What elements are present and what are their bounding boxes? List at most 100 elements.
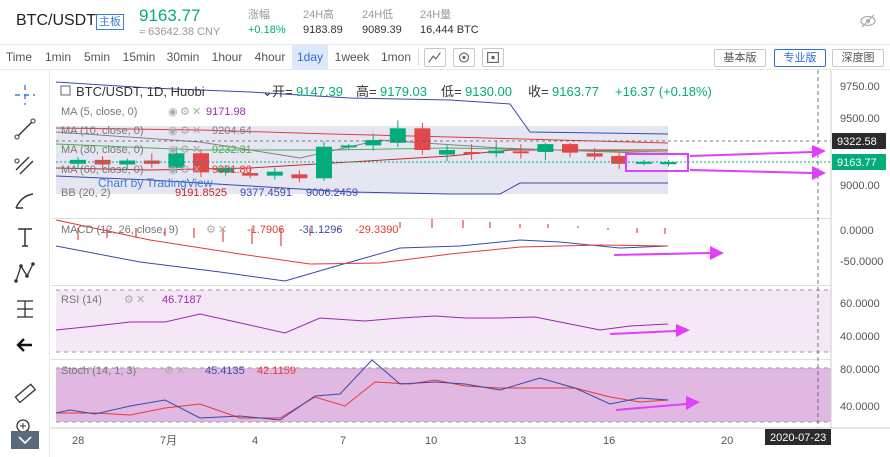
- close-icon[interactable]: ✕: [136, 294, 145, 306]
- interval-1min[interactable]: 1min: [44, 50, 71, 64]
- ma60-label: MA (60, close, 0): [61, 164, 144, 176]
- candle-body: [291, 174, 308, 179]
- brush-icon[interactable]: [11, 188, 39, 214]
- date-tick: 7: [340, 435, 346, 447]
- tradingview-watermark: Chart by TradingView: [98, 176, 213, 190]
- price-tick: 9500.00: [840, 113, 880, 125]
- view-depth-button[interactable]: 深度图: [832, 49, 884, 67]
- low-value: 9130.00: [465, 84, 512, 99]
- close-icon[interactable]: ✕: [192, 144, 201, 156]
- interval-time[interactable]: Time: [5, 50, 33, 64]
- bb-lower-value: 9006.2459: [306, 187, 358, 199]
- hide-eye-icon[interactable]: [860, 13, 876, 29]
- settings-icon[interactable]: ⚙: [124, 294, 134, 306]
- pattern-tool-icon[interactable]: [11, 260, 39, 286]
- stat-change: 涨幅 +0.18%: [248, 9, 286, 36]
- close-icon[interactable]: ✕: [192, 106, 201, 118]
- price-badge-upper-text: 9322.58: [837, 136, 877, 148]
- drawing-toolbar: [0, 70, 50, 457]
- low-label: 低=: [441, 84, 462, 99]
- annotation-arrows: [609, 145, 826, 411]
- last-price: 9163.77: [139, 6, 201, 25]
- stoch-tick: 40.0000: [840, 401, 880, 413]
- rsi-line: [55, 313, 669, 334]
- price-tick: 9000.00: [840, 180, 880, 192]
- settings-gear-icon[interactable]: [453, 48, 475, 67]
- rsi-tick: 60.0000: [840, 298, 880, 310]
- stoch-tick: 80.0000: [840, 364, 880, 376]
- ma10-value: 9204.64: [212, 125, 252, 137]
- pair-name: BTC/USDT: [16, 12, 96, 29]
- ma60-line: [55, 127, 669, 144]
- text-tool-icon[interactable]: [11, 224, 39, 250]
- view-basic-button[interactable]: 基本版: [714, 49, 766, 67]
- interval-1hour[interactable]: 1hour: [211, 50, 243, 64]
- indicator-icon[interactable]: [424, 48, 446, 67]
- cny-price: ≈ 63642.38 CNY: [139, 26, 221, 38]
- trend-line-icon[interactable]: [11, 116, 39, 142]
- settings-icon[interactable]: ⚙: [180, 144, 190, 156]
- view-pro-button[interactable]: 专业版: [774, 49, 826, 67]
- eye-icon[interactable]: ◉: [168, 164, 178, 176]
- eye-icon[interactable]: ◉: [168, 144, 178, 156]
- interval-5min[interactable]: 5min: [83, 50, 110, 64]
- date-badge: [765, 429, 831, 445]
- close-icon[interactable]: ✕: [192, 164, 201, 176]
- price-badge-last-text: 9163.77: [837, 157, 877, 169]
- bb-upper-value: 9377.4591: [240, 187, 292, 199]
- collapse-chevron-icon[interactable]: [11, 431, 39, 449]
- stoch-label: Stoch (14, 1, 3): [61, 365, 136, 377]
- candle-body: [193, 153, 209, 173]
- long-short-icon[interactable]: [11, 296, 39, 322]
- settings-icon[interactable]: ⚙: [180, 164, 190, 176]
- candle-body: [316, 146, 332, 179]
- open-label: 开=: [272, 84, 293, 99]
- bb-upper-line: [55, 81, 669, 135]
- settings-icon[interactable]: ⚙: [206, 224, 216, 236]
- high-label: 高=: [356, 84, 377, 99]
- time-axis: 28 7月 4 7 10 13 16 20: [72, 435, 733, 447]
- close-icon[interactable]: ✕: [192, 125, 201, 137]
- rsi-band-fill: [56, 290, 831, 352]
- change-value: +16.37 (+0.18%): [615, 84, 712, 99]
- collapse-square-icon[interactable]: [60, 85, 71, 96]
- settings-icon[interactable]: ⚙: [164, 365, 174, 377]
- chart-canvas[interactable]: BTC/USDT, 1D, Huobi ⌄ 开= 9147.39 高= 9179…: [51, 70, 890, 457]
- ruler-icon[interactable]: [11, 380, 39, 406]
- ma30-label: MA (30, close, 0): [61, 144, 144, 156]
- macd-label: MACD (12, 26, close, 9): [61, 224, 178, 236]
- board-badge[interactable]: 主板: [96, 14, 124, 30]
- close-icon[interactable]: ✕: [218, 224, 227, 236]
- interval-30min[interactable]: 30min: [166, 50, 200, 64]
- candle-body: [512, 151, 529, 154]
- interval-toolbar: Time 1min 5min 15min 30min 1hour 4hour 1…: [0, 44, 890, 70]
- macd-line: [55, 239, 669, 282]
- candle-body: [586, 153, 603, 157]
- settings-icon[interactable]: ⚙: [180, 106, 190, 118]
- macd-histogram: [77, 219, 666, 246]
- back-arrow-icon[interactable]: [11, 332, 39, 358]
- fullscreen-icon[interactable]: [482, 48, 504, 67]
- macd-value: -31.1296: [299, 224, 342, 236]
- price-badge-upper: [832, 133, 886, 149]
- settings-icon[interactable]: ⚙: [180, 125, 190, 137]
- price-tick: 9750.00: [840, 81, 880, 93]
- interval-1mon[interactable]: 1mon: [380, 50, 412, 64]
- fib-tool-icon[interactable]: [11, 152, 39, 178]
- interval-4hour[interactable]: 4hour: [254, 50, 286, 64]
- date-tick: 20: [721, 435, 733, 447]
- eye-icon[interactable]: ◉: [168, 106, 178, 118]
- legend-chevron-icon[interactable]: ⌄: [262, 84, 273, 99]
- rsi-tick: 40.0000: [840, 331, 880, 343]
- candle-body: [242, 173, 259, 176]
- candle-body: [94, 159, 111, 165]
- stoch-k-value: 45.4135: [205, 365, 245, 377]
- eye-icon[interactable]: ◉: [168, 125, 178, 137]
- interval-15min[interactable]: 15min: [122, 50, 156, 64]
- close-icon[interactable]: ✕: [176, 365, 185, 377]
- bb-middle-value: 9191.8525: [175, 187, 227, 199]
- interval-1week[interactable]: 1week: [334, 50, 370, 64]
- crosshair-icon[interactable]: [11, 82, 39, 108]
- interval-1day[interactable]: 1day: [292, 45, 328, 70]
- candle-body: [266, 171, 283, 176]
